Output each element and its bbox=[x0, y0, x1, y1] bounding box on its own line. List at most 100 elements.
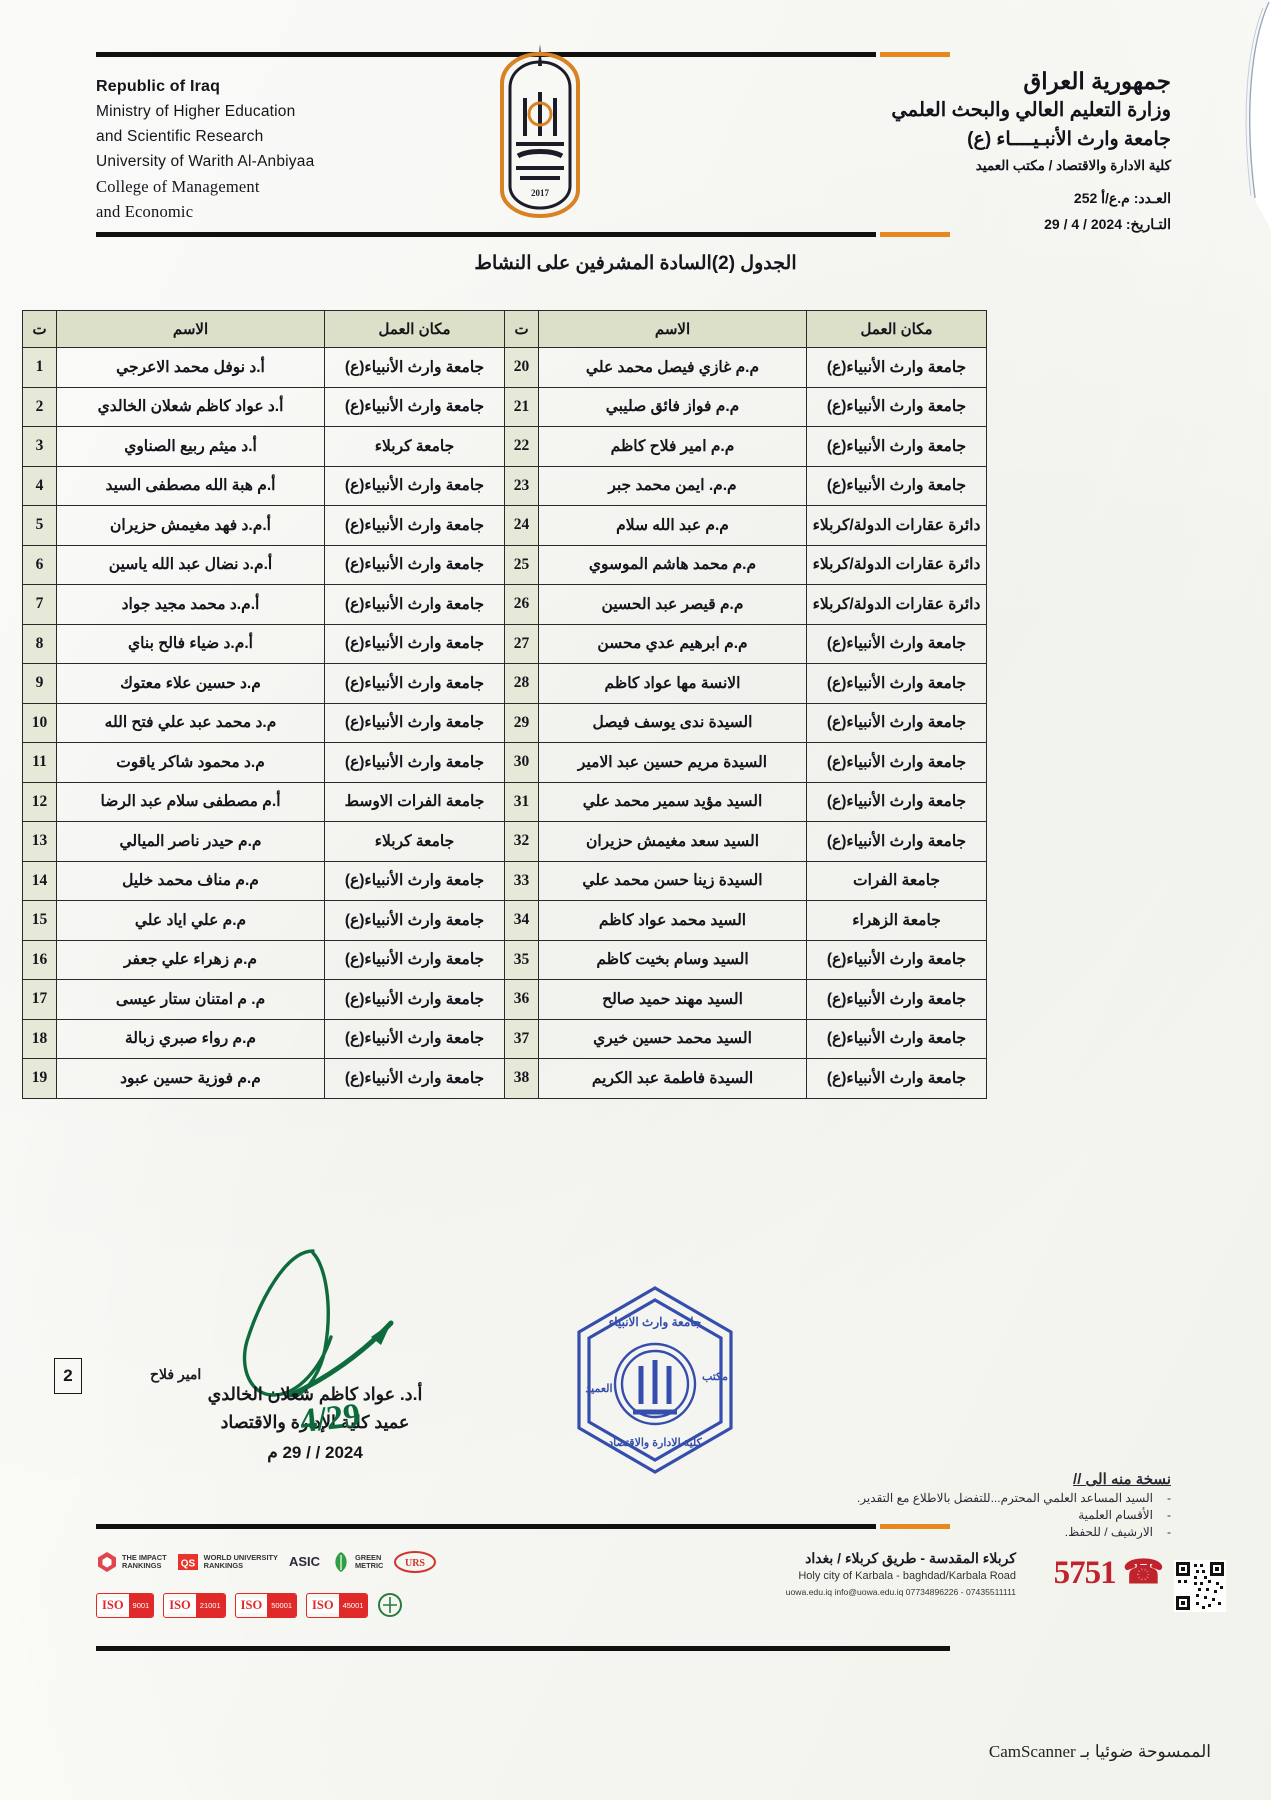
footer-phone-number: 5751 bbox=[1053, 1555, 1117, 1591]
greenmetric-leaf-icon bbox=[335, 1552, 347, 1572]
cell-place-right: جامعة كربلاء bbox=[324, 426, 505, 467]
header-country: جمهورية العراق bbox=[1023, 68, 1171, 94]
cell-name-right: م.م فوزية حسين عبود bbox=[56, 1058, 325, 1099]
cell-index-right: 6 bbox=[22, 544, 57, 585]
cell-index-right: 5 bbox=[22, 505, 57, 546]
copies-title: نسخة منه الى // bbox=[1073, 1471, 1171, 1488]
cell-index-right: 18 bbox=[22, 1018, 57, 1059]
header-rule-orange bbox=[880, 52, 950, 57]
cell-name-left: السيدة ندى يوسف فيصل bbox=[538, 702, 807, 743]
cell-index-right: 11 bbox=[22, 742, 57, 783]
iso-badge-row: ISO 9001 ISO 21001 ISO 50001 ISO 45001 bbox=[96, 1588, 516, 1622]
svg-text:جامعة وارث الأنبياء: جامعة وارث الأنبياء bbox=[609, 1314, 702, 1330]
svg-text:URS: URS bbox=[405, 1558, 425, 1569]
cell-index-left: 23 bbox=[504, 465, 539, 506]
cell-index-left: 26 bbox=[504, 584, 539, 625]
cell-place-right: جامعة وارث الأنبياء(ع) bbox=[324, 544, 505, 585]
cell-index-left: 33 bbox=[504, 860, 539, 901]
cell-index-left: 34 bbox=[504, 900, 539, 941]
copies-item-label: السيد المساعد العلمي المحترم...للتفضل با… bbox=[856, 1491, 1153, 1505]
cell-index-left: 38 bbox=[504, 1058, 539, 1099]
header-en-line-6: and Economic bbox=[96, 202, 194, 221]
footer-phone: 5751 ☎ bbox=[1053, 1552, 1164, 1592]
header-ministry: وزارة التعليم العالي والبحث العلمي bbox=[891, 99, 1171, 121]
cell-place-right: جامعة وارث الأنبياء(ع) bbox=[324, 979, 505, 1020]
signature-block: أ.د. عواد كاظم شعلان الخالدي عميد كلية ا… bbox=[150, 1380, 480, 1468]
qs-logo-icon: QS bbox=[177, 1554, 198, 1570]
copies-item: - الارشيف / للحفظ. bbox=[751, 1524, 1171, 1541]
col-header-idx-left: ت bbox=[504, 310, 539, 348]
camscanner-watermark: الممسوحة ضوئيا بـ CamScanner bbox=[989, 1742, 1211, 1762]
cell-place-right: جامعة وارث الأنبياء(ع) bbox=[324, 860, 505, 901]
iso-badge: ISO 45001 bbox=[306, 1592, 369, 1618]
copies-bullet-icon: - bbox=[1167, 1491, 1171, 1505]
signature-date: 2024 / / 29 م bbox=[267, 1443, 363, 1462]
copies-bullet-icon: - bbox=[1167, 1525, 1171, 1539]
copies-item-label: الأقسام العلمية bbox=[1078, 1508, 1153, 1522]
header-number: العـدد: م.ع/أ 252 bbox=[751, 185, 1171, 211]
asic-badge: ASIC bbox=[288, 1554, 321, 1569]
table-body: جامعة وارث الأنبياء(ع) م.م غازي فيصل محمد… bbox=[22, 347, 987, 1099]
table-row: جامعة الفرات السيدة زينا حسن محمد علي 33 جا… bbox=[22, 860, 987, 901]
cell-index-left: 20 bbox=[504, 347, 539, 388]
cell-index-left: 31 bbox=[504, 781, 539, 822]
cell-place-left: جامعة وارث الأنبياء(ع) bbox=[806, 347, 987, 388]
cell-index-right: 9 bbox=[22, 663, 57, 704]
cell-place-left: جامعة وارث الأنبياء(ع) bbox=[806, 939, 987, 980]
iso-number: 21001 bbox=[195, 1593, 225, 1617]
impact-rankings-icon bbox=[98, 1552, 116, 1572]
cell-place-right: جامعة وارث الأنبياء(ع) bbox=[324, 623, 505, 664]
header-en-line-5: College of Management bbox=[96, 177, 260, 196]
qs-badge-text: WORLD UNIVERSITY RANKINGS bbox=[203, 1553, 278, 1570]
table-row: جامعة وارث الأنبياء(ع) الانسة مها عواد كا… bbox=[22, 663, 987, 704]
cell-index-left: 32 bbox=[504, 821, 539, 862]
footer-rule-left bbox=[96, 1524, 876, 1529]
table-row: جامعة وارث الأنبياء(ع) السيد مؤيد سمير مح… bbox=[22, 781, 987, 822]
cell-place-right: جامعة وارث الأنبياء(ع) bbox=[324, 702, 505, 743]
cell-index-left: 36 bbox=[504, 979, 539, 1020]
signature-name: أ.د. عواد كاظم شعلان الخالدي bbox=[207, 1384, 423, 1404]
table-row: جامعة وارث الأنبياء(ع) م.م غازي فيصل محمد… bbox=[22, 347, 987, 388]
asic-badge-text: ASIC bbox=[288, 1554, 321, 1569]
table-row: جامعة وارث الأنبياء(ع) م.م امير فلاح كاظم… bbox=[22, 426, 987, 467]
signature-position: عميد كلية الإدارة والاقتصاد bbox=[220, 1412, 410, 1432]
cell-index-left: 30 bbox=[504, 742, 539, 783]
svg-text:مكتب: مكتب bbox=[702, 1371, 728, 1383]
cell-name-left: السيدة مريم حسين عبد الامير bbox=[538, 742, 807, 783]
header-arabic-block: جمهورية العراق وزارة التعليم العالي والب… bbox=[751, 66, 1171, 237]
cell-name-right: أ.د عواد كاظم شعلان الخالدي bbox=[56, 386, 325, 427]
cell-index-right: 17 bbox=[22, 979, 57, 1020]
header-college: كلية الادارة والاقتصاد / مكتب العميد bbox=[975, 158, 1171, 173]
cell-name-left: السيد محمد حسين خيري bbox=[538, 1018, 807, 1059]
page-number-box: 2 bbox=[54, 1358, 82, 1394]
cell-place-left: جامعة الفرات bbox=[806, 860, 987, 901]
footer-rule-bottom bbox=[96, 1646, 950, 1651]
cell-name-right: م.م مناف محمد خليل bbox=[56, 860, 325, 901]
header-rule-left bbox=[96, 52, 876, 57]
cell-place-right: جامعة وارث الأنبياء(ع) bbox=[324, 1058, 505, 1099]
header-university: جامعة وارث الأنبـيــــاء (ع) bbox=[967, 129, 1171, 150]
cell-name-right: أ.م.د محمد مجيد جواد bbox=[56, 584, 325, 625]
cell-name-left: السيدة زينا حسن محمد علي bbox=[538, 860, 807, 901]
header-date: التـاريخ: 2024 / 4 / 29 bbox=[751, 211, 1171, 237]
cell-index-left: 29 bbox=[504, 702, 539, 743]
cell-place-left: جامعة الزهراء bbox=[806, 900, 987, 941]
cell-name-left: م.م ابرهيم عدي محسن bbox=[538, 623, 807, 664]
header-number-label: العـدد: م.ع/أ bbox=[1101, 190, 1171, 206]
cell-name-right: أ.م.د نضال عبد الله ياسين bbox=[56, 544, 325, 585]
cell-index-right: 7 bbox=[22, 584, 57, 625]
copies-item: - السيد المساعد العلمي المحترم...للتفضل … bbox=[751, 1490, 1171, 1507]
header-rule-bottom-orange bbox=[880, 232, 950, 237]
cell-name-right: أ.د ميثم ربيع الصناوي bbox=[56, 426, 325, 467]
cell-place-left: جامعة وارث الأنبياء(ع) bbox=[806, 781, 987, 822]
typist-name: امير فلاح bbox=[150, 1366, 202, 1382]
cell-name-right: أ.د نوفل محمد الاعرجي bbox=[56, 347, 325, 388]
table-row: جامعة الزهراء السيد محمد عواد كاظم 34 جامعة… bbox=[22, 900, 987, 941]
document-title: الجدول (2)السادة المشرفين على النشاط bbox=[474, 253, 797, 274]
svg-text:كلية الادارة والاقتصاد: كلية الادارة والاقتصاد bbox=[608, 1437, 702, 1449]
impact-rankings-badge: THE IMPACT RANKINGS bbox=[96, 1551, 167, 1573]
cell-name-left: السيد وسام بخيت كاظم bbox=[538, 939, 807, 980]
cell-name-left: م.م قيصر عبد الحسين bbox=[538, 584, 807, 625]
ranking-badge-row: THE IMPACT RANKINGS QS WORLD UNIVERSITY RA… bbox=[96, 1545, 516, 1579]
table-row: دائرة عقارات الدولة/كربلاء م.م محمد هاشم … bbox=[22, 544, 987, 585]
